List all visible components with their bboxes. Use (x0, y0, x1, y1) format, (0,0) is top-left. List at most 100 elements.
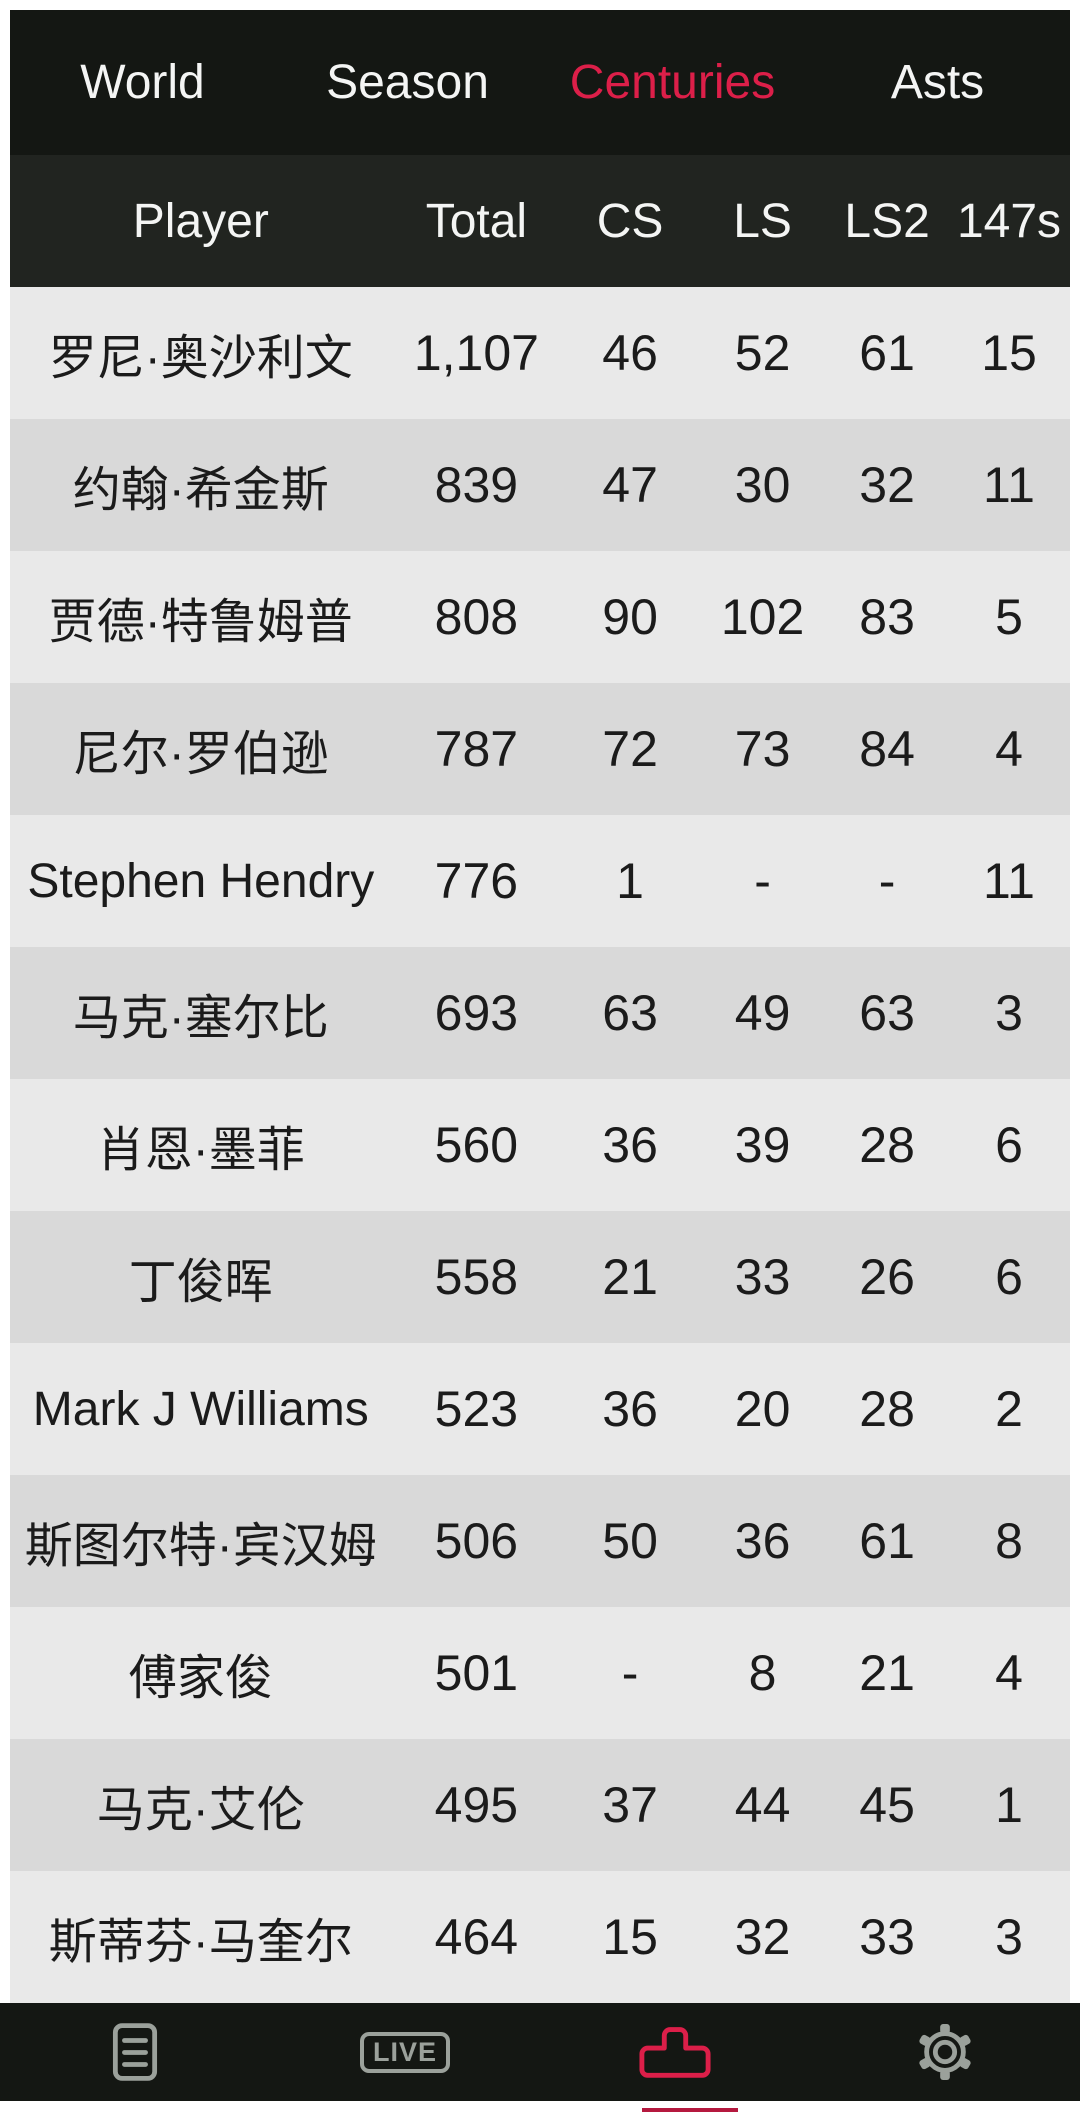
table-row[interactable]: 约翰·希金斯 839 47 30 32 11 (10, 419, 1070, 551)
cs-count: 15 (602, 1909, 658, 1965)
bottom-nav-bar: LIVE (0, 2003, 1080, 2101)
147s-count: 11 (983, 853, 1035, 909)
total-centuries: 558 (434, 1249, 519, 1305)
column-header-player: Player (132, 194, 269, 248)
table-row[interactable]: 贾德·特鲁姆普 808 90 102 83 5 (10, 551, 1070, 683)
tab-centuries[interactable]: Centuries (569, 56, 776, 109)
player-name: 傅家俊 (128, 1652, 273, 1705)
table-row[interactable]: 罗尼·奥沙利文 1,107 46 52 61 15 (10, 287, 1070, 419)
cs-count: 36 (602, 1381, 658, 1437)
total-centuries: 523 (434, 1381, 519, 1437)
table-row[interactable]: 尼尔·罗伯逊 787 72 73 84 4 (10, 683, 1070, 815)
cs-count: 1 (616, 853, 644, 909)
total-centuries: 506 (434, 1513, 519, 1569)
column-header-ls2: LS2 (844, 194, 930, 248)
bottom-margin (0, 2101, 1080, 2112)
total-centuries: 560 (434, 1117, 519, 1173)
147s-count: 6 (995, 1249, 1023, 1305)
cs-count: 72 (602, 721, 658, 777)
ls2-count: 45 (859, 1777, 915, 1833)
player-name: 肖恩·墨菲 (96, 1124, 305, 1177)
column-header-cs: CS (596, 194, 664, 248)
ls2-count: 28 (859, 1381, 915, 1437)
table-row[interactable]: Mark J Williams 523 36 20 28 2 (10, 1343, 1070, 1475)
ls-count: 52 (734, 325, 791, 381)
147s-count: 5 (995, 589, 1023, 645)
ls-count: 39 (734, 1117, 791, 1173)
player-name: Stephen Hendry (27, 854, 375, 908)
table-row[interactable]: 斯图尔特·宾汉姆 506 50 36 61 8 (10, 1475, 1070, 1607)
total-centuries: 808 (434, 589, 519, 645)
ls2-count: 63 (859, 985, 915, 1041)
table-header: Player Total CS LS LS2 147s (10, 155, 1070, 287)
content-frame: World Season Centuries Asts Player Total… (10, 10, 1070, 2003)
147s-count: 4 (995, 1645, 1023, 1701)
tab-season[interactable]: Season (326, 56, 489, 109)
scroll-indicator (642, 2108, 738, 2112)
ls-count: 49 (734, 985, 791, 1041)
cs-count: 63 (602, 985, 658, 1041)
147s-count: 3 (995, 985, 1023, 1041)
ls-count: 8 (748, 1645, 777, 1701)
cs-count: 90 (602, 589, 658, 645)
cs-count: 46 (602, 325, 658, 381)
ls2-count: 83 (859, 589, 915, 645)
total-centuries: 1,107 (413, 325, 539, 381)
ls2-count: - (878, 853, 896, 909)
ls2-count: 61 (859, 1513, 915, 1569)
cs-count: 50 (602, 1513, 658, 1569)
table-row[interactable]: 马克·艾伦 495 37 44 45 1 (10, 1739, 1070, 1871)
table-row[interactable]: 肖恩·墨菲 560 36 39 28 6 (10, 1079, 1070, 1211)
total-centuries: 501 (434, 1645, 519, 1701)
player-name: 丁俊晖 (128, 1256, 273, 1309)
player-name: 马克·塞尔比 (72, 992, 329, 1045)
podium-icon (638, 2024, 712, 2080)
total-centuries: 464 (434, 1909, 519, 1965)
147s-count: 15 (981, 325, 1037, 381)
ls2-count: 28 (859, 1117, 915, 1173)
ls-count: 30 (734, 457, 791, 513)
ls-count: 73 (734, 721, 791, 777)
tab-world[interactable]: World (80, 56, 205, 109)
table-row[interactable]: 马克·塞尔比 693 63 49 63 3 (10, 947, 1070, 1079)
147s-count: 1 (995, 1777, 1023, 1833)
gear-icon (916, 2023, 974, 2081)
nav-settings-button[interactable] (810, 2003, 1080, 2101)
147s-count: 6 (995, 1117, 1023, 1173)
147s-count: 3 (995, 1909, 1023, 1965)
player-name: 斯图尔特·宾汉姆 (24, 1520, 377, 1573)
player-name: 罗尼·奥沙利文 (48, 332, 353, 385)
ls2-count: 33 (859, 1909, 915, 1965)
list-icon (112, 2022, 158, 2082)
ls-count: 36 (734, 1513, 791, 1569)
ls2-count: 61 (859, 325, 915, 381)
total-centuries: 693 (434, 985, 519, 1041)
ls-count: - (754, 853, 771, 909)
cs-count: 36 (602, 1117, 658, 1173)
player-name: 斯蒂芬·马奎尔 (48, 1916, 353, 1969)
total-centuries: 787 (434, 721, 519, 777)
nav-centuries-button[interactable] (540, 2003, 810, 2101)
player-name: 尼尔·罗伯逊 (72, 728, 329, 781)
ls-count: 102 (720, 589, 805, 645)
table-row[interactable]: Stephen Hendry 776 1 - - 11 (10, 815, 1070, 947)
147s-count: 4 (995, 721, 1023, 777)
column-header-147s: 147s (956, 194, 1062, 248)
table-row[interactable]: 傅家俊 501 - 8 21 4 (10, 1607, 1070, 1739)
player-name: 马克·艾伦 (96, 1784, 305, 1837)
ls2-count: 84 (859, 721, 915, 777)
table-row[interactable]: 丁俊晖 558 21 33 26 6 (10, 1211, 1070, 1343)
cs-count: - (621, 1645, 639, 1701)
table-row[interactable]: 斯蒂芬·马奎尔 464 15 32 33 3 (10, 1871, 1070, 2003)
ls2-count: 21 (859, 1645, 915, 1701)
tab-asts[interactable]: Asts (890, 56, 985, 109)
ls-count: 20 (734, 1381, 791, 1437)
147s-count: 2 (995, 1381, 1023, 1437)
147s-count: 8 (995, 1513, 1023, 1569)
nav-rankings-button[interactable] (0, 2003, 270, 2101)
nav-live-button[interactable]: LIVE (270, 2003, 540, 2101)
ls2-count: 32 (859, 457, 915, 513)
player-name: Mark J Williams (32, 1382, 369, 1436)
table-body: 罗尼·奥沙利文 1,107 46 52 61 15 约翰·希金斯 839 47 … (10, 287, 1070, 2003)
